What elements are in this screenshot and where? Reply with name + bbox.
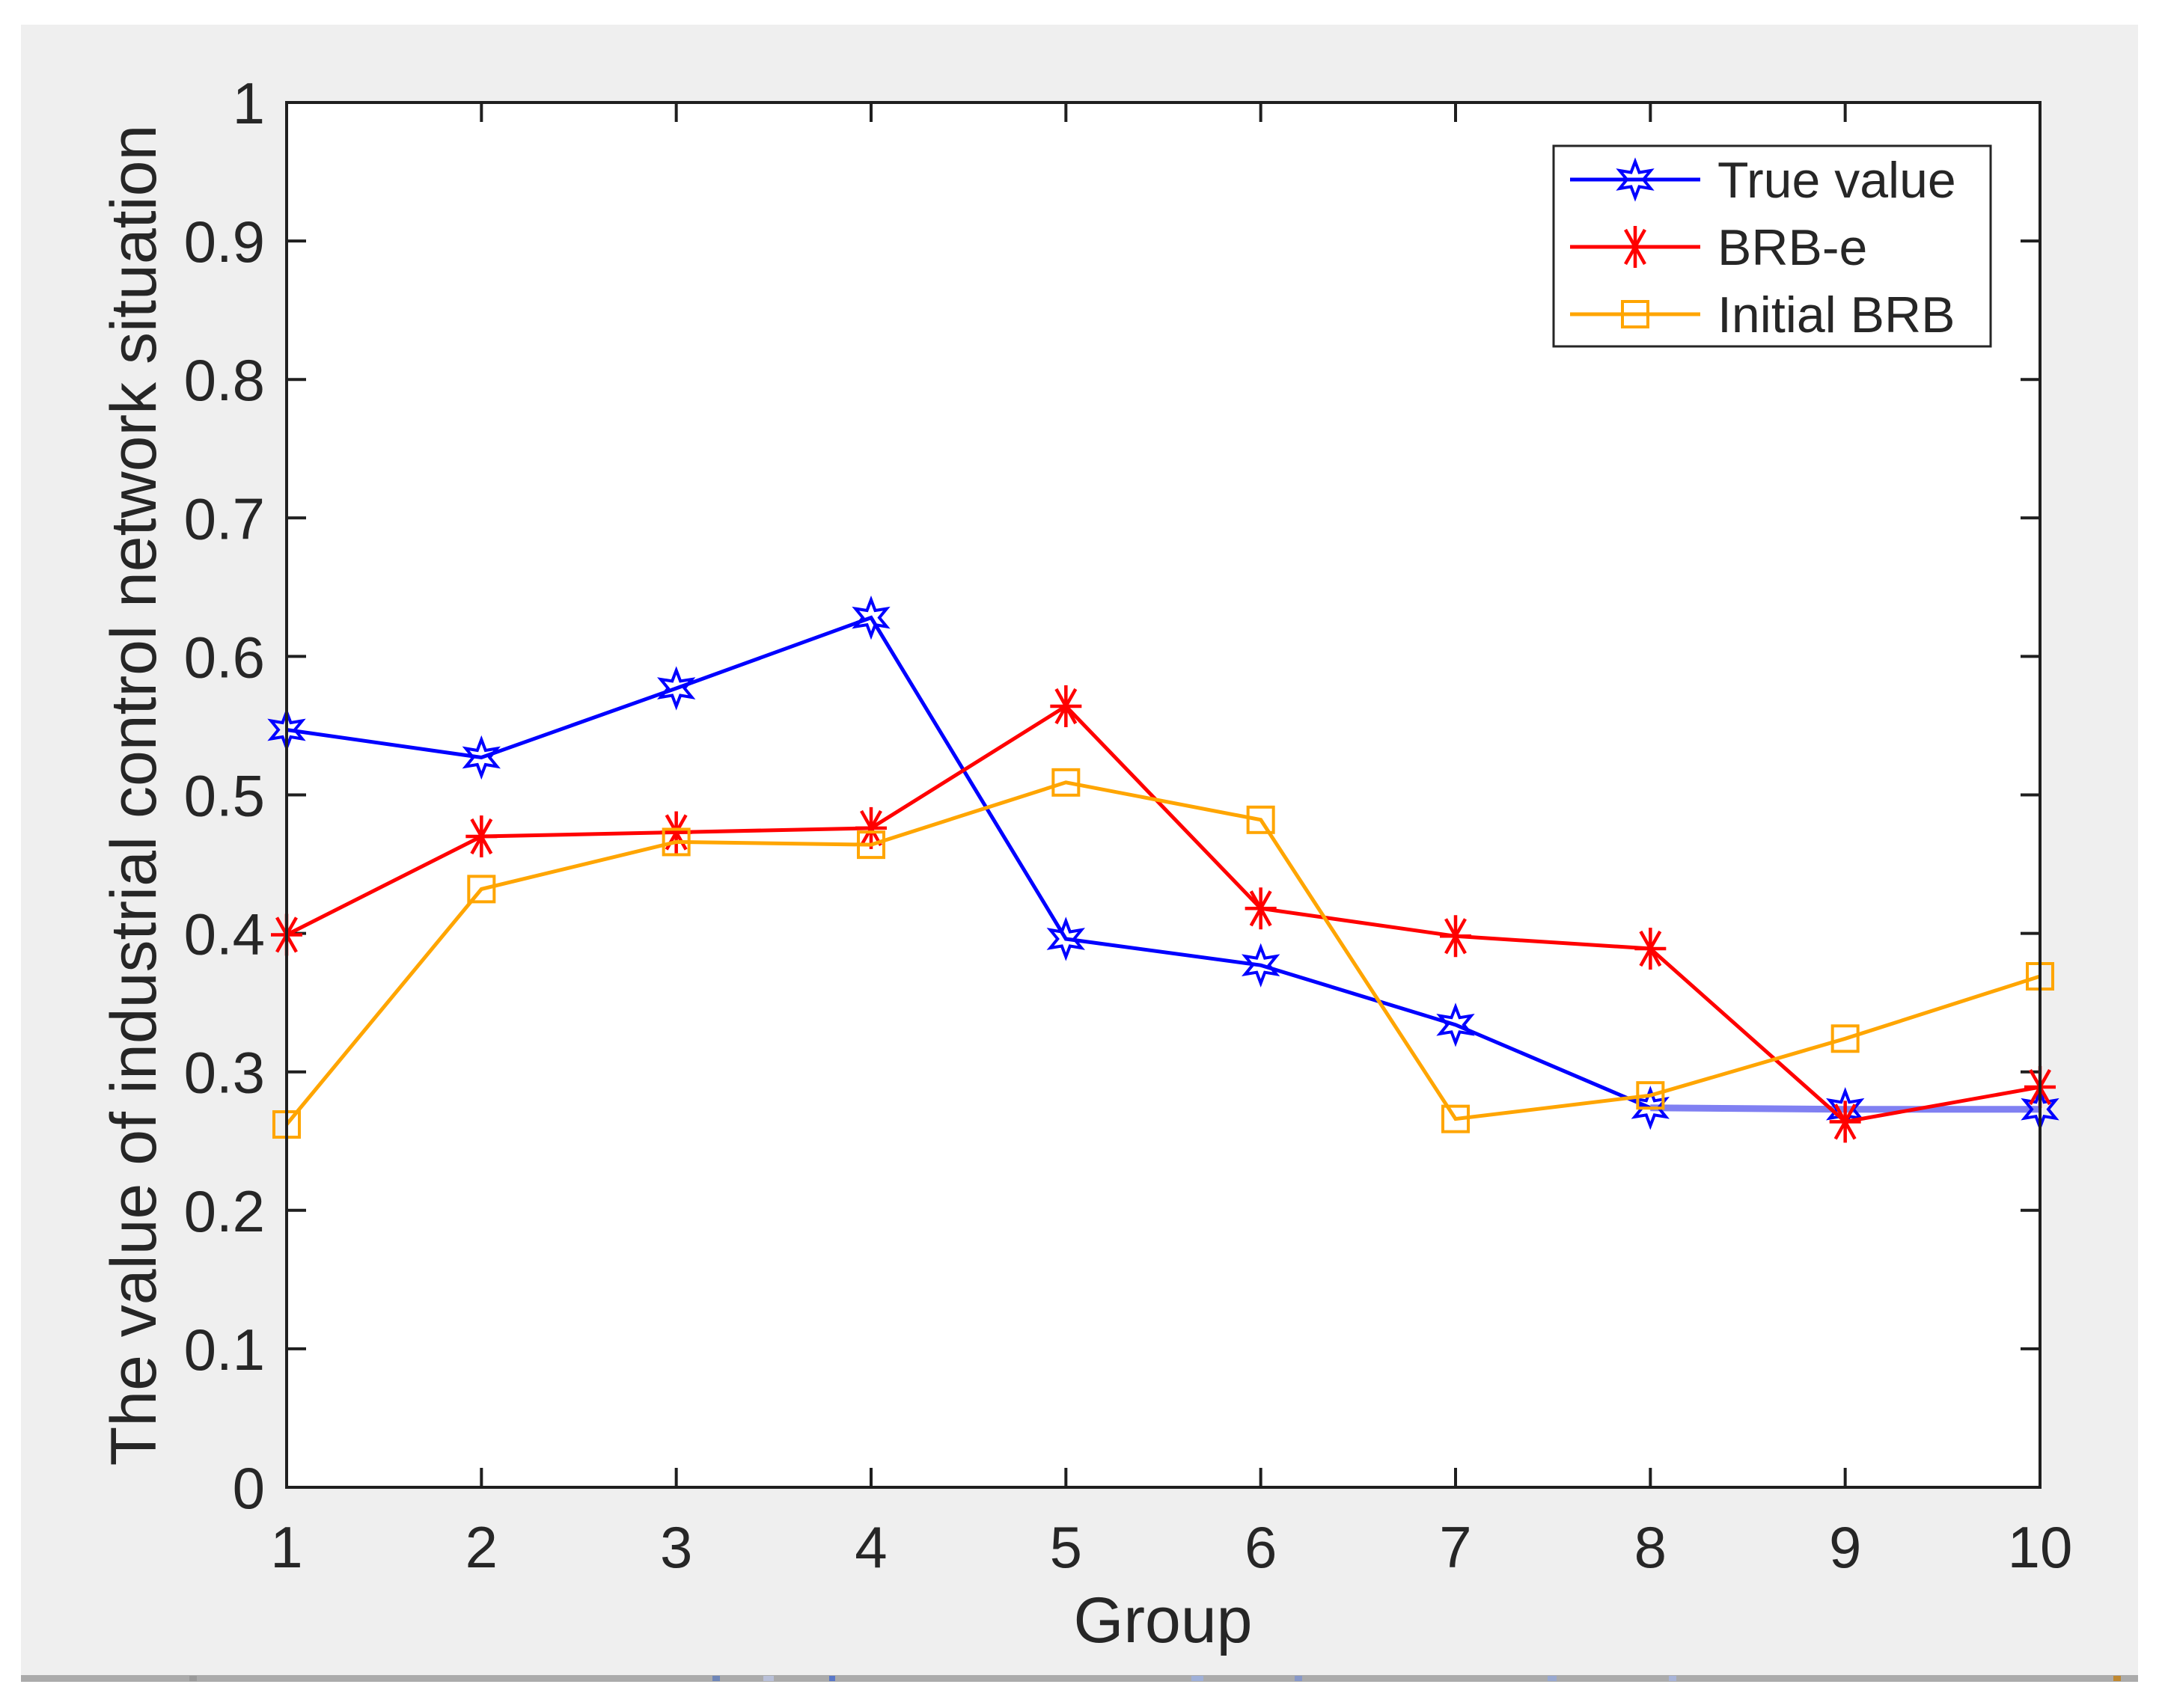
y-tick-label: 0.8	[184, 347, 265, 413]
y-tick-label: 0.2	[184, 1178, 265, 1244]
square-marker	[662, 827, 691, 857]
x-tick-label: 7	[1439, 1514, 1471, 1580]
y-tick-label: 0.3	[184, 1040, 265, 1106]
y-tick-label: 0.9	[184, 209, 265, 275]
y-tick-label: 0.4	[184, 902, 265, 967]
hexagram-marker	[1436, 1003, 1475, 1047]
hexagram-marker	[657, 666, 696, 711]
asterisk-marker	[1444, 918, 1467, 955]
square-marker	[1830, 1024, 1860, 1053]
asterisk-marker	[860, 809, 882, 847]
x-tick-label: 6	[1245, 1514, 1277, 1580]
legend: True value BRB-e Initial BRB	[1552, 144, 1992, 348]
x-axis-label: Group	[1073, 1585, 1252, 1656]
legend-label-initial-brb: Initial BRB	[1717, 287, 1955, 343]
square-marker	[1441, 1104, 1470, 1133]
square-marker	[1051, 768, 1081, 797]
series-line	[285, 780, 2041, 1126]
y-tick-label: 0.6	[184, 624, 265, 690]
x-tick-label: 1	[270, 1514, 302, 1580]
x-tick-label: 9	[1829, 1514, 1861, 1580]
square-marker	[857, 830, 885, 860]
y-axis-label: The value of industrial control network …	[98, 125, 170, 1466]
screen-artifacts	[189, 1676, 2121, 1681]
x-tick-labels: 1 2 3 4 5 6 7 8 9 10	[270, 1514, 2072, 1580]
square-marker	[1621, 300, 1649, 328]
hexagram-marker	[1616, 157, 1655, 202]
y-tick-label: 1	[233, 70, 265, 136]
x-tick-label: 2	[465, 1514, 498, 1580]
legend-samples	[1570, 157, 1700, 328]
y-tick-label: 0.1	[184, 1317, 265, 1383]
legend-label-brb-e: BRB-e	[1717, 219, 1867, 276]
asterisk-marker	[1833, 1104, 1857, 1140]
series-line	[285, 703, 2041, 1124]
y-tick-label: 0.7	[184, 486, 265, 551]
y-tick-labels: 0 0.1 0.2 0.3 0.4 0.5 0.6 0.7 0.8 0.9 1	[184, 70, 265, 1521]
square-marker	[1246, 805, 1275, 834]
square-marker	[467, 875, 496, 904]
y-tick-label: 0	[233, 1455, 265, 1521]
square-marker	[1636, 1081, 1665, 1110]
asterisk-marker	[1054, 688, 1078, 725]
asterisk-marker	[1624, 228, 1646, 266]
window-edge	[21, 1675, 2138, 1682]
asterisk-marker	[1249, 890, 1272, 927]
series-brb-e	[271, 685, 2056, 1143]
x-tick-label: 8	[1634, 1514, 1667, 1580]
window-bottom-strip	[21, 1675, 2138, 1682]
x-tick-label: 5	[1050, 1514, 1082, 1580]
x-tick-label: 3	[660, 1514, 692, 1580]
asterisk-marker	[1639, 930, 1662, 967]
hexagram-marker	[462, 735, 501, 780]
hexagram-marker	[1242, 943, 1280, 988]
legend-label-true-value: True value	[1717, 152, 1956, 209]
axes-box	[285, 101, 2042, 1489]
x-tick-label: 10	[2008, 1514, 2073, 1580]
x-tick-label: 4	[855, 1514, 887, 1580]
asterisk-marker	[470, 818, 493, 855]
hexagram-marker	[852, 595, 891, 640]
hexagram-marker	[1046, 916, 1085, 961]
y-tick-label: 0.5	[184, 763, 265, 829]
